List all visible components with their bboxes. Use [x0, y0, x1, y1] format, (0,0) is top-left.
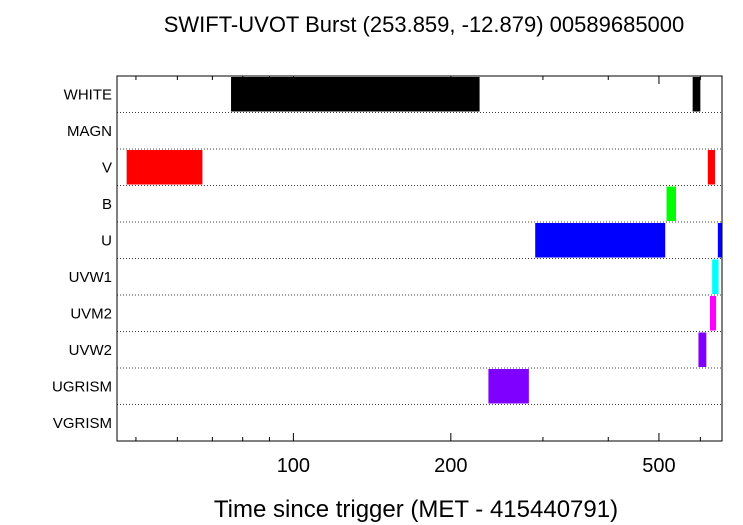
y-tick-label: B — [102, 196, 112, 213]
interval-bar-uvw1 — [712, 259, 719, 294]
chart-title: SWIFT-UVOT Burst (253.859, -12.879) 0058… — [164, 12, 685, 37]
y-axis-labels: WHITE MAGN V B U UVW1 UVM2 UVW2 UGRISM VGRISM — [52, 86, 112, 432]
y-tick-label: V — [102, 159, 112, 176]
grid-lines — [117, 112, 722, 405]
interval-bar-white — [692, 77, 701, 112]
y-tick-label: UGRISM — [52, 378, 112, 395]
y-tick-label: UVW1 — [69, 269, 112, 286]
y-tick-label: UVW2 — [69, 342, 112, 359]
x-tick-label: 100 — [277, 455, 310, 477]
interval-bar-uvm2 — [709, 296, 717, 331]
y-tick-label: VGRISM — [53, 415, 112, 432]
interval-bar-u — [717, 223, 722, 258]
interval-bar-u — [535, 223, 666, 258]
interval-bar-ugrism — [488, 369, 529, 404]
y-tick-label: MAGN — [67, 123, 112, 140]
x-tick-label: 500 — [642, 455, 675, 477]
x-axis-label: Time since trigger (MET - 415440791) — [214, 496, 618, 523]
interval-bar-v — [707, 150, 716, 185]
x-axis-ticks: 100 200 500 — [135, 76, 701, 477]
y-tick-label: U — [101, 232, 112, 249]
interval-bar-white — [231, 77, 480, 112]
plot-frame — [116, 75, 723, 442]
interval-bar-uvw2 — [698, 332, 707, 367]
x-tick-label: 200 — [434, 455, 467, 477]
y-tick-label: UVM2 — [70, 305, 112, 322]
interval-bar-v — [126, 150, 203, 185]
interval-bar-b — [666, 186, 676, 221]
y-tick-label: WHITE — [64, 86, 112, 103]
bars — [126, 77, 722, 404]
